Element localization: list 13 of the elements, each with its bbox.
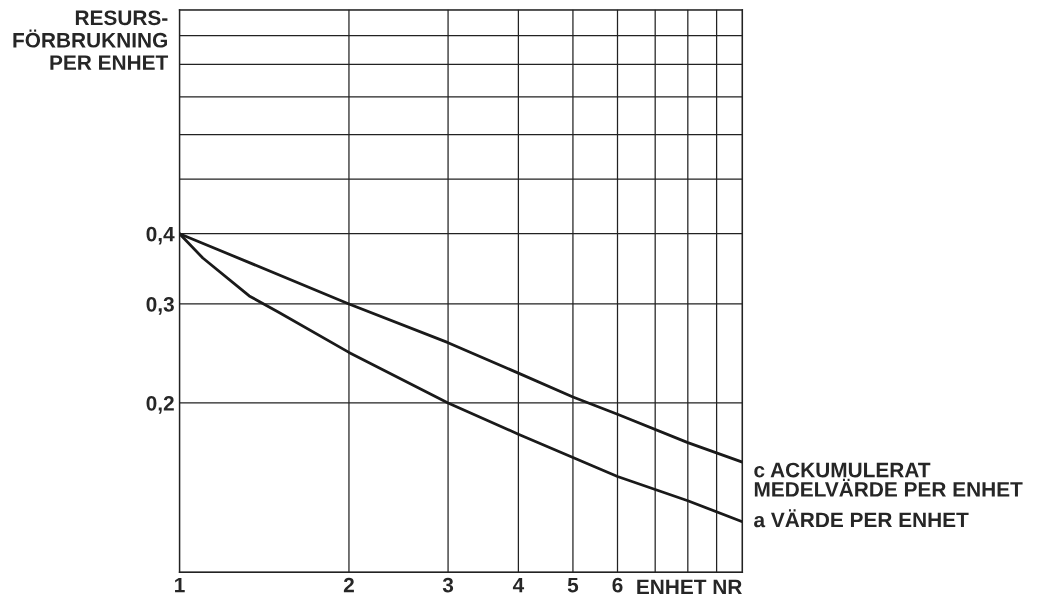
x-tick-label: 5 bbox=[567, 577, 579, 593]
y-axis-title: RESURS- FÖRBRUKNING PER ENHET bbox=[13, 10, 169, 70]
series-label: c ACKUMULERAT MEDELVÄRDE PER ENHET bbox=[754, 462, 1023, 497]
x-tick-label: 6 bbox=[612, 577, 623, 593]
x-tick-label: 1 bbox=[175, 577, 185, 593]
y-tick-label: 0,2 bbox=[146, 395, 174, 414]
x-tick-label: 2 bbox=[343, 577, 354, 593]
x-tick-label: 4 bbox=[512, 577, 525, 593]
y-tick-label: 0,3 bbox=[146, 296, 174, 315]
y-tick-label: 0,4 bbox=[146, 226, 175, 245]
x-tick-label: 3 bbox=[442, 577, 454, 593]
series-label: a VÄRDE PER ENHET bbox=[754, 509, 969, 528]
x-axis-title: ENHET NR bbox=[637, 579, 742, 595]
